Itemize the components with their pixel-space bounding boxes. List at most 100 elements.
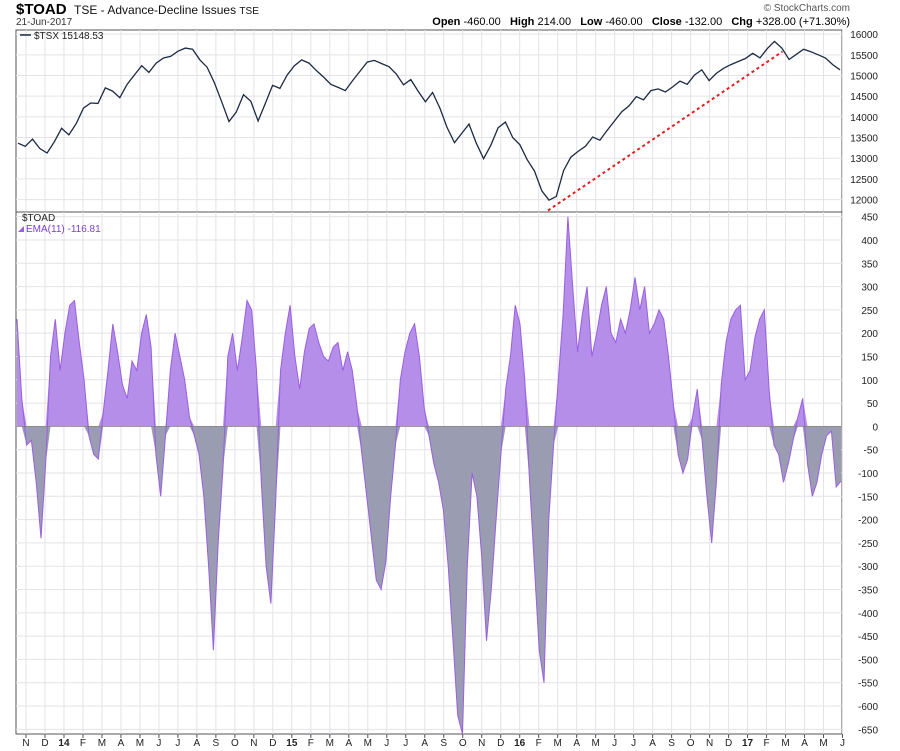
y-tick-label: -300 xyxy=(858,562,878,573)
x-tick-label: N xyxy=(478,738,485,749)
date-axis: N D 14 F M A M J J A S O N D 15 F M A M J J A S O N D 16 F M A M J J A S O N… xyxy=(22,734,845,749)
x-tick-label: M xyxy=(364,738,372,749)
y-tick-label: -250 xyxy=(858,539,878,550)
x-tick-label: A xyxy=(194,738,201,749)
y-tick-label: -400 xyxy=(858,609,878,620)
exchange-text: TSE xyxy=(239,6,259,17)
low-label: Low xyxy=(580,16,603,28)
x-tick-label: O xyxy=(231,738,239,749)
price-panel[interactable]: 12000 12500 13000 13500 14000 14500 15000 15500… xyxy=(15,29,878,215)
x-tick-label: A xyxy=(118,738,125,749)
y-tick-label: 13000 xyxy=(850,154,878,165)
y-tick-label: 15000 xyxy=(850,72,878,83)
y-tick-label: -600 xyxy=(858,702,878,713)
y-tick-label: -650 xyxy=(858,725,878,736)
price-legend-label: $TSX 15148.53 xyxy=(34,31,104,42)
price-series-line xyxy=(17,40,841,202)
x-tick-label: D xyxy=(41,738,48,749)
y-tick-label: -100 xyxy=(858,469,878,480)
chg-label: Chg xyxy=(731,16,753,28)
x-tick-label: M xyxy=(591,738,599,749)
high-value: 214.00 xyxy=(537,16,572,28)
indicator-legend: $TOAD EMA(11) -116.81 xyxy=(18,213,101,235)
x-tick-label: M xyxy=(136,738,144,749)
x-tick-label: D xyxy=(269,738,276,749)
y-tick-label: 13500 xyxy=(850,134,878,145)
x-tick-label: N xyxy=(22,738,29,749)
low-value: -460.00 xyxy=(605,16,643,28)
x-tick-label: F xyxy=(536,738,542,749)
x-tick-label: M xyxy=(98,738,106,749)
description-text: TSE - Advance-Decline Issues xyxy=(74,3,237,17)
x-tick-label: F xyxy=(80,738,86,749)
x-tick-label: J xyxy=(384,738,389,749)
close-label: Close xyxy=(651,16,682,28)
y-tick-label: 15500 xyxy=(850,51,878,62)
y-tick-label: 300 xyxy=(861,283,878,294)
y-tick-label: 450 xyxy=(861,213,878,224)
x-tick-label: J xyxy=(156,738,161,749)
x-tick-label: M xyxy=(326,738,334,749)
x-tick-label: 16 xyxy=(514,738,526,749)
chart-date: 21-Jun-2017 xyxy=(16,17,73,28)
ohlc-readout: Open -460.00 High 214.00 Low -460.00 Clo… xyxy=(432,16,850,28)
y-tick-label: 350 xyxy=(861,259,878,270)
x-tick-label: N xyxy=(706,738,713,749)
x-tick-label: J xyxy=(403,738,408,749)
chg-value: +328.00 (+71.30%) xyxy=(755,16,850,28)
price-panel-frame xyxy=(15,29,843,213)
x-tick-label: M xyxy=(819,738,827,749)
x-tick-label: D xyxy=(725,738,732,749)
y-tick-label: -150 xyxy=(858,492,878,503)
stockcharts-brand[interactable]: © StockCharts.com xyxy=(763,3,850,14)
positive-area xyxy=(17,216,841,427)
x-tick-label: N xyxy=(250,738,257,749)
x-tick-label: M xyxy=(554,738,562,749)
y-tick-label: -550 xyxy=(858,679,878,690)
x-tick-label: A xyxy=(421,738,428,749)
x-tick-label: A xyxy=(649,738,656,749)
x-tick-label: S xyxy=(668,738,675,749)
symbol-title: $TOAD xyxy=(16,1,67,18)
y-tick-label: 150 xyxy=(861,352,878,363)
open-label: Open xyxy=(432,16,461,28)
open-value: -460.00 xyxy=(463,16,501,28)
high-label: High xyxy=(509,16,535,28)
x-tick-label: S xyxy=(440,738,447,749)
x-tick-label: F xyxy=(308,738,314,749)
x-tick-label: D xyxy=(497,738,504,749)
y-tick-label: -350 xyxy=(858,586,878,597)
red-trendline xyxy=(542,50,784,215)
x-tick-label: A xyxy=(801,738,808,749)
y-tick-label: 12500 xyxy=(850,175,878,186)
indicator-y-axis: 450 400 350 300 250 200 150 100 50 0 -50 -100 -150 -2… xyxy=(858,213,878,737)
price-legend: $TSX 15148.53 xyxy=(20,31,104,42)
x-tick-label: J xyxy=(175,738,180,749)
y-tick-label: -200 xyxy=(858,516,878,527)
indicator-legend-label: $TOAD xyxy=(22,213,55,224)
y-tick-label: -500 xyxy=(858,655,878,666)
y-tick-label: 16000 xyxy=(850,30,878,41)
y-tick-label: 400 xyxy=(861,236,878,247)
y-tick-label: -50 xyxy=(864,446,879,457)
x-tick-label: 17 xyxy=(742,738,754,749)
x-tick-label: 15 xyxy=(286,738,298,749)
y-tick-label: 0 xyxy=(872,422,878,433)
x-tick-label: S xyxy=(213,738,220,749)
y-tick-label: 50 xyxy=(867,399,879,410)
close-value: -132.00 xyxy=(684,16,723,28)
y-tick-label: 100 xyxy=(861,376,878,387)
indicator-panel[interactable]: 450 400 350 300 250 200 150 100 50 0 -50 -100 -150 -2… xyxy=(15,211,878,737)
y-tick-label: 14000 xyxy=(850,113,878,124)
x-tick-label: A xyxy=(345,738,352,749)
y-tick-label: -450 xyxy=(858,632,878,643)
x-tick-label: M xyxy=(781,738,789,749)
x-tick-label: J xyxy=(612,738,617,749)
ema-legend-swatch xyxy=(18,226,24,232)
chart-header: $TOAD TSE - Advance-Decline Issues TSE 2… xyxy=(0,0,900,30)
price-grid xyxy=(16,30,844,212)
x-tick-label: A xyxy=(573,738,580,749)
x-tick-label: J xyxy=(631,738,636,749)
x-tick-label: O xyxy=(687,738,695,749)
